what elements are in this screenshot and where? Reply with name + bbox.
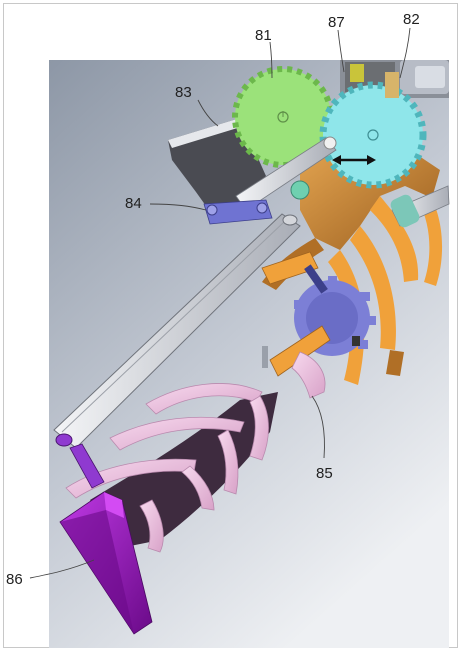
orange-middle-link bbox=[261, 251, 331, 377]
label-85: 85 bbox=[316, 465, 333, 482]
link-blue-84 bbox=[203, 199, 273, 225]
label-83: 83 bbox=[175, 84, 192, 101]
label-82: 82 bbox=[403, 11, 420, 28]
double-headed-arrow-icon bbox=[332, 155, 376, 165]
label-84: 84 bbox=[125, 195, 142, 212]
label-81: 81 bbox=[255, 27, 272, 44]
hand-assembly-85 bbox=[65, 351, 326, 553]
fingertip-86 bbox=[59, 443, 153, 635]
label-87: 87 bbox=[328, 14, 345, 31]
leader-lines bbox=[29, 27, 411, 579]
long-connecting-rod bbox=[53, 213, 301, 449]
label-86: 86 bbox=[6, 571, 23, 588]
